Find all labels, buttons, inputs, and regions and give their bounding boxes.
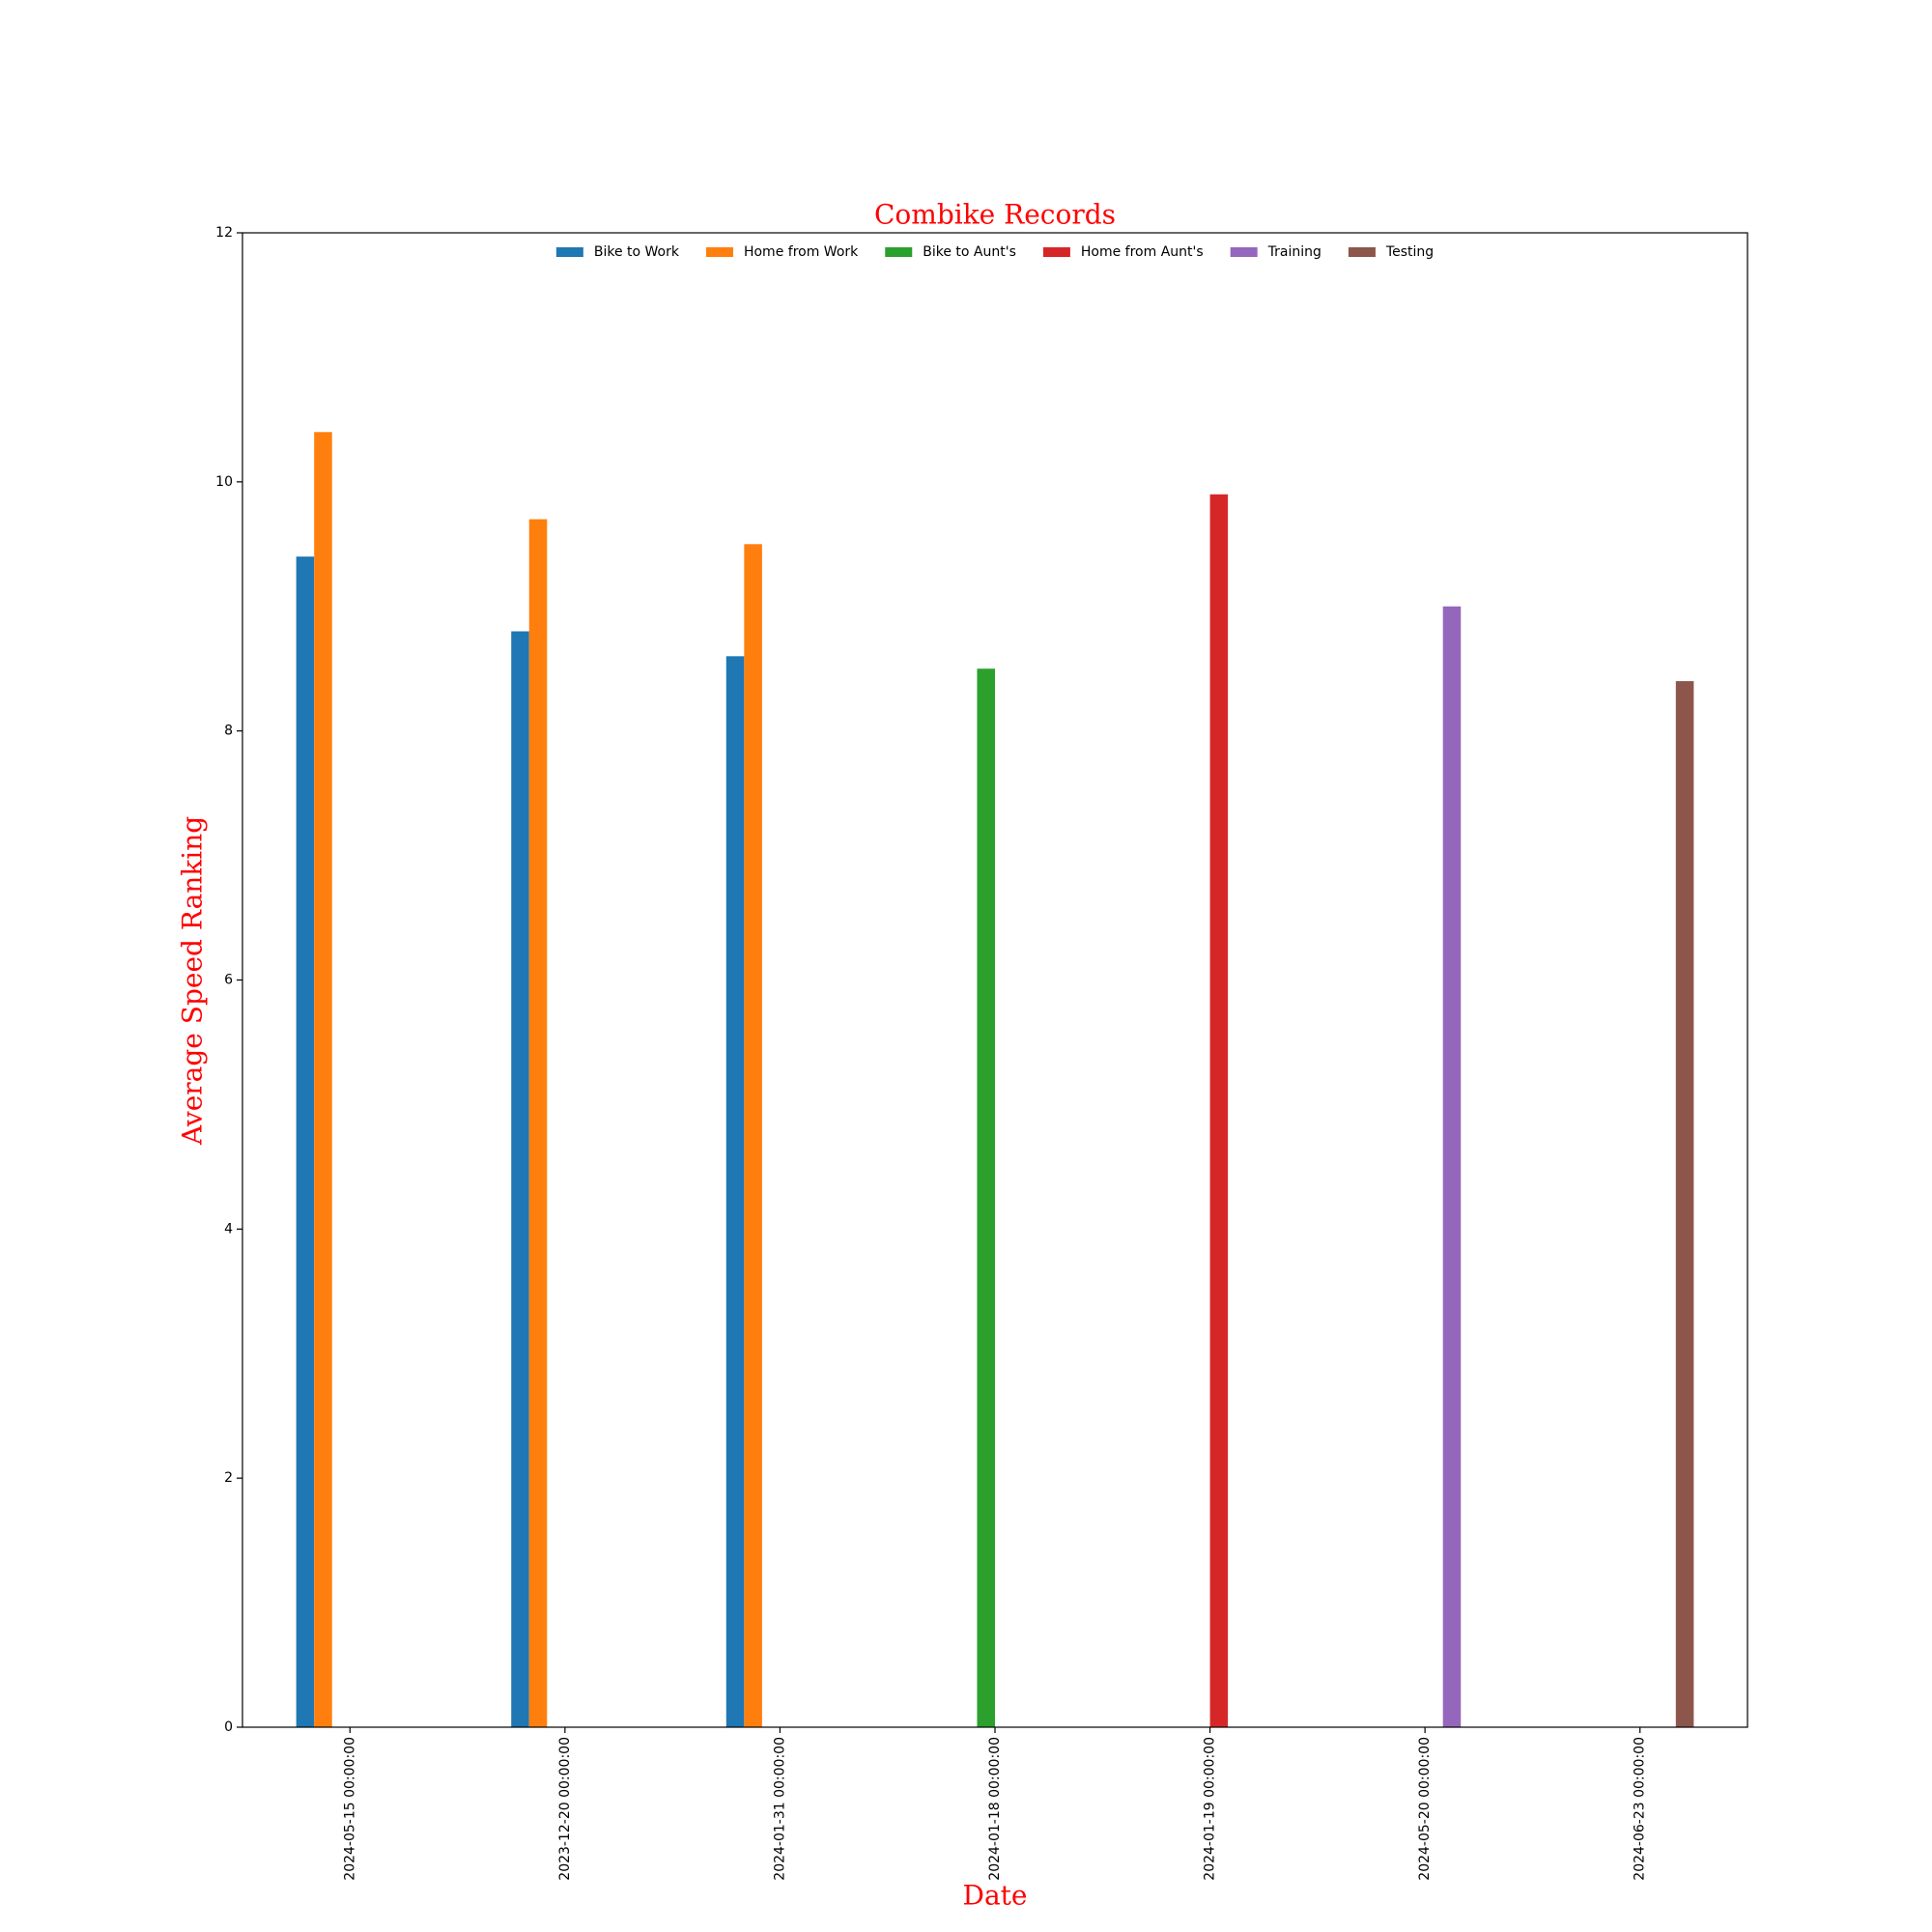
bar xyxy=(314,432,332,1728)
legend-label: Home from Work xyxy=(744,244,859,260)
bar xyxy=(528,519,548,1728)
bar xyxy=(1209,494,1229,1728)
y-axis-label: Average Speed Ranking xyxy=(177,816,209,1146)
legend-swatch xyxy=(1230,247,1258,257)
legend-label: Bike to Aunt's xyxy=(923,244,1016,260)
bar xyxy=(1442,606,1462,1727)
x-tick-label: 2024-01-31 00:00:00 xyxy=(772,1737,787,1881)
bar xyxy=(744,544,762,1727)
legend-swatch xyxy=(1348,247,1376,257)
bar xyxy=(977,668,995,1728)
x-tick-label: 2024-01-19 00:00:00 xyxy=(1203,1737,1218,1881)
y-tick-label: 12 xyxy=(215,225,233,241)
legend-swatch xyxy=(885,247,913,257)
y-tick-label: 8 xyxy=(224,724,233,739)
y-tick-label: 0 xyxy=(224,1719,233,1735)
x-tick-label: 2023-12-20 00:00:00 xyxy=(557,1737,573,1881)
bar xyxy=(725,656,745,1727)
legend-label: Testing xyxy=(1385,244,1434,260)
y-tick-label: 4 xyxy=(224,1221,233,1236)
x-tick-label: 2024-05-20 00:00:00 xyxy=(1417,1737,1433,1881)
legend-swatch xyxy=(555,247,583,257)
x-tick-label: 2024-05-15 00:00:00 xyxy=(342,1737,357,1881)
x-tick-label: 2024-01-18 00:00:00 xyxy=(987,1737,1003,1881)
y-tick-label: 10 xyxy=(215,474,233,490)
legend-label: Bike to Work xyxy=(594,244,680,260)
legend-swatch xyxy=(1042,247,1070,257)
legend-swatch xyxy=(705,247,733,257)
y-tick-label: 2 xyxy=(224,1470,233,1486)
bar xyxy=(511,631,529,1727)
bar xyxy=(1675,681,1694,1727)
chart-title: Combike Records xyxy=(874,199,1116,231)
legend-label: Training xyxy=(1267,244,1321,260)
legend-label: Home from Aunt's xyxy=(1081,244,1204,260)
plot-frame xyxy=(242,232,1748,1728)
bar xyxy=(296,556,315,1727)
x-axis-label: Date xyxy=(963,1880,1028,1912)
x-tick-label: 2024-06-23 00:00:00 xyxy=(1633,1737,1648,1881)
y-tick-label: 6 xyxy=(224,973,233,988)
